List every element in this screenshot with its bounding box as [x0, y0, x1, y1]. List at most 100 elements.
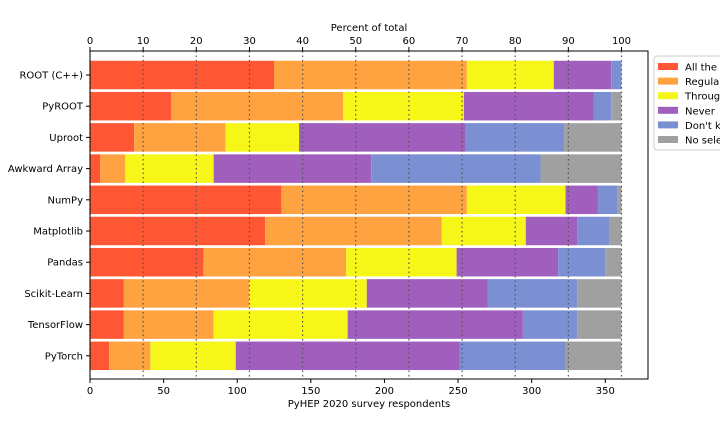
legend-label: Never [685, 106, 716, 117]
bar-segment [90, 247, 204, 277]
legend-swatch [658, 106, 678, 114]
bar-segment [558, 247, 606, 277]
bar-segment [170, 91, 344, 121]
bar-segment [522, 310, 578, 339]
top-tick-label: 30 [243, 36, 256, 47]
y-tick-label: Pandas [47, 258, 83, 269]
bar-segment [90, 91, 171, 121]
legend-swatch [658, 136, 678, 143]
bar-segment [463, 91, 594, 121]
y-tick-label: ROOT (C++) [19, 71, 83, 82]
plot-border [89, 50, 649, 380]
legend-label: Regularly [685, 77, 720, 88]
bar-segment [347, 310, 523, 339]
legend-swatch [658, 63, 678, 70]
bar-segment [577, 279, 622, 308]
bar-segment [611, 91, 622, 121]
bar-segment [564, 123, 622, 152]
bar-segment [343, 91, 464, 121]
bar-segment [281, 185, 467, 215]
bar-segment [90, 123, 135, 152]
y-tick-label: Awkward Array [8, 164, 83, 175]
bar-segment [100, 154, 126, 183]
bar-segment [456, 247, 559, 277]
y-tick-label: PyROOT [42, 102, 84, 113]
bar-segment [565, 185, 598, 215]
bar-segment [225, 123, 300, 152]
bar-segment [90, 279, 124, 308]
legend-swatch [658, 77, 678, 85]
y-tick-label: NumPy [47, 195, 83, 206]
bar-segment [441, 216, 526, 246]
y-tick-label: Scikit-Learn [24, 289, 83, 300]
plot-frame [89, 50, 649, 380]
bar-segment [274, 60, 467, 90]
bar-segment [466, 60, 554, 90]
x-tick-label: 200 [375, 386, 394, 397]
bar-segment [150, 341, 236, 371]
bar-segment [553, 60, 612, 90]
bar-segment [565, 341, 622, 371]
top-tick-label: 40 [296, 36, 309, 47]
x-tick-label: 300 [522, 386, 541, 397]
bar-segment [90, 185, 282, 215]
y-tick-label: TensorFlow [27, 320, 83, 331]
bar-segment [123, 279, 250, 308]
legend-label: Throughout [684, 92, 720, 103]
top-tick-label: 80 [509, 36, 522, 47]
bar-segment [371, 154, 541, 183]
bar-segment [109, 341, 151, 371]
bar-segment [577, 310, 622, 339]
bar-segment [593, 91, 612, 121]
bar-segment [213, 154, 372, 183]
x-tick-label: 350 [596, 386, 615, 397]
top-tick-label: 20 [190, 36, 203, 47]
axes-layer: ROOT (C++) PyROOT Uproot Awkward Array NumPy… [8, 36, 631, 397]
bar-segment [90, 154, 101, 183]
top-tick-label: 70 [456, 36, 469, 47]
bar-segment [125, 154, 214, 183]
bar-segment [90, 60, 275, 90]
legend-label: No selection [685, 136, 720, 147]
bar-segment [134, 123, 226, 152]
bar-segment [609, 216, 622, 246]
bar-segment [90, 341, 110, 371]
top-tick-label: 90 [562, 36, 575, 47]
top-tick-label: 0 [87, 36, 93, 47]
top-tick-label: 10 [137, 36, 150, 47]
bar-segment [203, 247, 347, 277]
y-tick-label: Uproot [49, 133, 83, 144]
legend: All the time Regularly Throughout Never Don'… [653, 55, 720, 151]
legend-swatch [658, 92, 678, 100]
bar-segment [597, 185, 618, 215]
bar-segment [525, 216, 578, 246]
bar-segment [605, 247, 622, 277]
top-tick-label: 50 [349, 36, 362, 47]
legend-swatch [658, 121, 678, 129]
top-tick-label: 60 [403, 36, 416, 47]
bar-segment [487, 279, 578, 308]
bar-segment [90, 216, 266, 246]
bar-segment [235, 341, 460, 371]
x-tick-label: 0 [87, 386, 93, 397]
bars-layer [90, 60, 622, 371]
x-tick-label: 100 [228, 386, 247, 397]
bar-segment [466, 185, 566, 215]
bar-segment [299, 123, 466, 152]
bar-segment [213, 310, 348, 339]
bar-segment [265, 216, 442, 246]
top-tick-label: 100 [612, 36, 631, 47]
bar-segment [611, 60, 622, 90]
top-axis-label: Percent of total [331, 23, 408, 34]
bar-segment [346, 247, 457, 277]
y-tick-label: Matplotlib [33, 227, 83, 238]
bar-segment [123, 310, 214, 339]
bar-segment [577, 216, 610, 246]
x-tick-label: 50 [157, 386, 170, 397]
bar-segment [459, 341, 566, 371]
legend-label: All the time [685, 63, 720, 74]
legend-label: Don't know [685, 121, 720, 132]
x-axis-label: PyHEP 2020 survey respondents [288, 399, 450, 410]
bar-segment [249, 279, 367, 308]
